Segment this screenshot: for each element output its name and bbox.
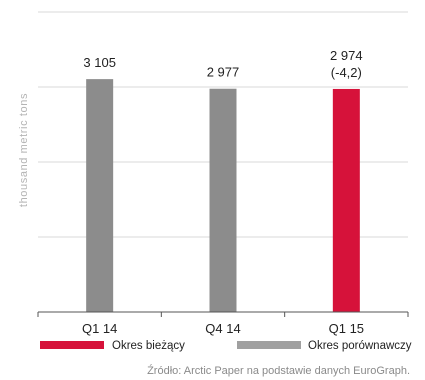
- data-label-group: 3 105 2 977 2 974 (-4,2): [83, 48, 362, 80]
- bar-value-label: 2 974: [330, 48, 363, 63]
- bar-value-label: 2 977: [207, 65, 240, 80]
- bar-q4-14: [209, 88, 237, 312]
- bar-value-label: 3 105: [83, 55, 116, 70]
- x-tick-group: Q1 14 Q4 14 Q1 15: [37, 312, 409, 336]
- legend-label-current: Okres bieżący: [112, 340, 185, 352]
- source-note: Źródło: Arctic Paper na podstawie danych…: [147, 364, 410, 377]
- bar-q1-14: [86, 79, 114, 312]
- legend: Okres bieżący Okres porównawczy: [40, 340, 412, 352]
- bar-q1-15: [332, 88, 360, 312]
- x-tick-label: Q1 14: [82, 321, 117, 336]
- x-tick-label: Q4 14: [205, 321, 240, 336]
- legend-label-comparative: Okres porównawczy: [308, 340, 412, 352]
- legend-swatch-comparative: [237, 341, 301, 349]
- x-tick-label: Q1 15: [329, 321, 364, 336]
- bar-change-label: (-4,2): [331, 65, 362, 80]
- legend-swatch-current: [40, 341, 104, 349]
- bar-group: [86, 79, 360, 312]
- y-axis-label: thousand metric tons: [18, 93, 30, 207]
